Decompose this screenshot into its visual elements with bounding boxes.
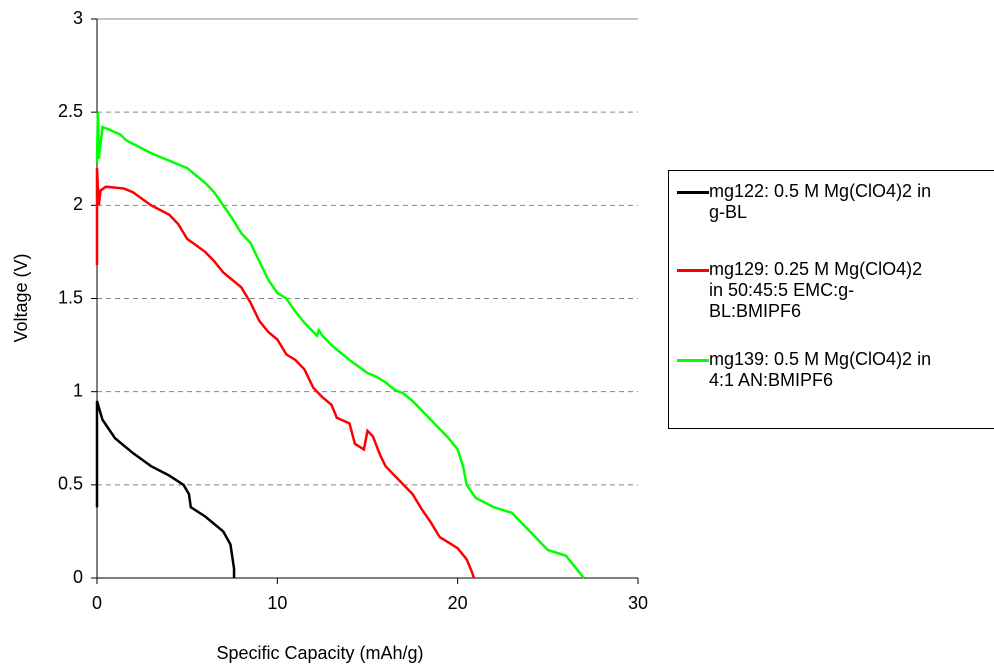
y-tick-label: 2 <box>73 194 83 214</box>
legend-swatch <box>677 359 709 362</box>
y-axis-label: Voltage (V) <box>11 253 31 342</box>
y-tick-label: 1 <box>73 380 83 400</box>
data-line <box>95 112 585 579</box>
legend-entry: mg139: 0.5 M Mg(ClO4)2 in 4:1 AN:BMIPF6 <box>677 349 939 391</box>
y-tick-label: 1.5 <box>58 287 83 307</box>
y-tick-label: 0 <box>73 567 83 587</box>
data-line <box>95 168 476 579</box>
legend-entry: mg129: 0.25 M Mg(ClO4)2 in 50:45:5 EMC:g… <box>677 259 939 322</box>
legend-label: mg122: 0.5 M Mg(ClO4)2 in g-BL <box>709 181 932 222</box>
legend-label: mg139: 0.5 M Mg(ClO4)2 in 4:1 AN:BMIPF6 <box>709 349 932 390</box>
y-tick-label: 3 <box>73 8 83 28</box>
legend-label: mg129: 0.25 M Mg(ClO4)2 in 50:45:5 EMC:g… <box>709 259 923 321</box>
y-tick-label: 0.5 <box>58 474 83 494</box>
data-line <box>95 400 236 578</box>
x-tick-label: 30 <box>628 593 648 613</box>
x-tick-label: 20 <box>448 593 468 613</box>
x-tick-label: 0 <box>92 593 102 613</box>
x-tick-label: 10 <box>267 593 287 613</box>
y-tick-label: 2.5 <box>58 101 83 121</box>
legend-entry: mg122: 0.5 M Mg(ClO4)2 in g-BL <box>677 181 939 223</box>
legend: mg122: 0.5 M Mg(ClO4)2 in g-BL mg129: 0.2… <box>668 170 994 429</box>
legend-swatch <box>677 269 709 272</box>
legend-swatch <box>677 191 709 194</box>
x-axis-label: Specific Capacity (mAh/g) <box>216 643 423 663</box>
